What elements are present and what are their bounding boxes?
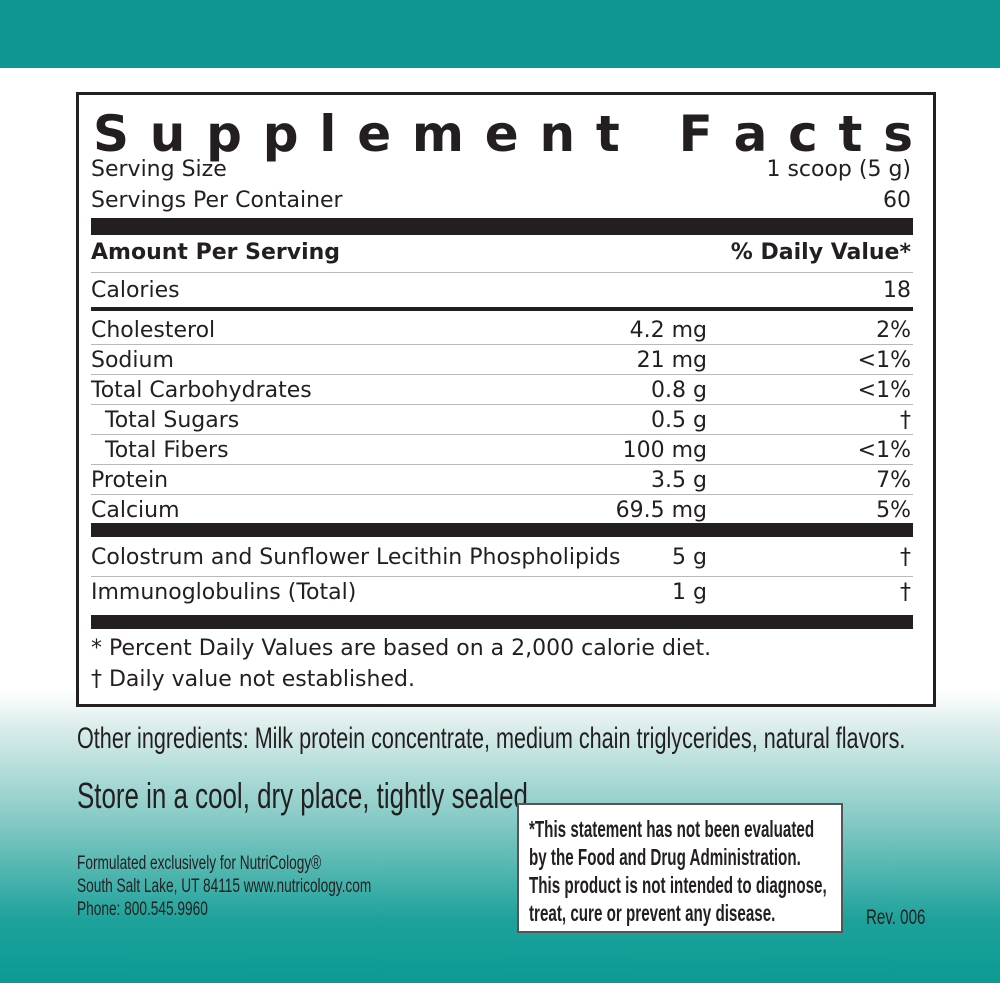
title-letter: S bbox=[93, 105, 130, 163]
other-ingredients: Other ingredients: Milk protein concentr… bbox=[77, 722, 906, 755]
nutrient-name: Immunoglobulins (Total) bbox=[91, 580, 357, 605]
nutrient-daily-value: <1% bbox=[857, 348, 911, 373]
title-letter: t bbox=[838, 105, 863, 163]
title-letter: t bbox=[595, 105, 620, 163]
fda-line: This product is not intended to diagnose… bbox=[529, 872, 827, 898]
divider bbox=[91, 494, 913, 495]
title-letter: p bbox=[262, 105, 299, 163]
storage-instructions: Store in a cool, dry place, tightly seal… bbox=[77, 775, 536, 816]
nutrient-name: Colostrum and Sunflower Lecithin Phospho… bbox=[91, 545, 621, 570]
nutrient-daily-value: † bbox=[900, 580, 911, 605]
nutrient-daily-value: † bbox=[900, 408, 911, 433]
nutrient-daily-value: <1% bbox=[857, 438, 911, 463]
manufacturer-phone: Phone: 800.545.9960 bbox=[77, 899, 208, 920]
fda-line: treat, cure or prevent any disease. bbox=[529, 900, 776, 926]
divider bbox=[91, 272, 913, 273]
nutrient-name: Total Carbohydrates bbox=[91, 378, 312, 403]
revision-number: Rev. 006 bbox=[866, 906, 926, 929]
nutrient-name: Total Fibers bbox=[105, 438, 229, 463]
calories-value: 18 bbox=[883, 278, 911, 303]
divider-thick bbox=[91, 523, 913, 537]
title-letter: u bbox=[149, 105, 186, 163]
manufacturer-line: Formulated exclusively for NutriCology® bbox=[77, 853, 322, 874]
title-letter bbox=[640, 107, 657, 161]
nutrient-amount: 0.5 g bbox=[651, 408, 707, 433]
nutrient-name: Calcium bbox=[91, 498, 180, 523]
nutrient-daily-value: <1% bbox=[857, 378, 911, 403]
nutrient-amount: 0.8 g bbox=[651, 378, 707, 403]
servings-label: Servings Per Container bbox=[91, 188, 343, 213]
nutrient-amount: 21 mg bbox=[636, 348, 707, 373]
nutrient-name: Cholesterol bbox=[91, 318, 216, 343]
nutrient-amount: 5 g bbox=[672, 545, 707, 570]
title-letter: c bbox=[788, 105, 818, 163]
title-letter: F bbox=[678, 105, 713, 163]
manufacturer-address: South Salt Lake, UT 84115 www.nutricolog… bbox=[77, 876, 372, 897]
title-letter: e bbox=[484, 105, 519, 163]
divider-thick bbox=[91, 615, 913, 629]
title-letter: e bbox=[357, 105, 392, 163]
nutrient-daily-value: 5% bbox=[876, 498, 911, 523]
nutrient-amount: 100 mg bbox=[622, 438, 707, 463]
nutrient-amount: 3.5 g bbox=[651, 468, 707, 493]
serving-size-value: 1 scoop (5 g) bbox=[766, 157, 911, 182]
servings-value: 60 bbox=[883, 188, 911, 213]
nutrient-amount: 69.5 mg bbox=[615, 498, 707, 523]
title-letter: l bbox=[319, 105, 337, 163]
title-letter: a bbox=[733, 105, 768, 163]
divider bbox=[91, 576, 913, 577]
footnote-dagger: † Daily value not established. bbox=[91, 667, 415, 692]
divider bbox=[91, 344, 913, 345]
title-letter: m bbox=[411, 105, 464, 163]
nutrient-name: Total Sugars bbox=[105, 408, 240, 433]
footnote-daily-values: * Percent Daily Values are based on a 2,… bbox=[91, 636, 712, 661]
nutrient-amount: 1 g bbox=[672, 580, 707, 605]
fda-disclaimer-box: *This statement has not been evaluated b… bbox=[517, 803, 843, 933]
serving-size-label: Serving Size bbox=[91, 157, 227, 182]
amount-header: Amount Per Serving bbox=[91, 240, 341, 265]
fda-line: by the Food and Drug Administration. bbox=[529, 844, 801, 870]
nutrient-name: Protein bbox=[91, 468, 169, 493]
nutrient-name: Sodium bbox=[91, 348, 174, 373]
divider bbox=[91, 464, 913, 465]
nutrient-daily-value: † bbox=[900, 545, 911, 570]
nutrient-daily-value: 2% bbox=[876, 318, 911, 343]
fda-line: *This statement has not been evaluated bbox=[529, 816, 815, 842]
calories-label: Calories bbox=[91, 278, 180, 303]
divider-thick bbox=[91, 218, 913, 235]
title-letter: p bbox=[206, 105, 242, 163]
divider-medium bbox=[91, 307, 913, 311]
title-letter: n bbox=[539, 105, 576, 163]
dv-header: % Daily Value* bbox=[730, 240, 911, 265]
divider bbox=[91, 434, 913, 435]
divider bbox=[91, 374, 913, 375]
manufacturer-info: Formulated exclusively for NutriCology® … bbox=[77, 852, 371, 921]
divider bbox=[91, 404, 913, 405]
nutrient-daily-value: 7% bbox=[876, 468, 911, 493]
nutrient-amount: 4.2 mg bbox=[629, 318, 707, 343]
title-letter: s bbox=[883, 105, 913, 163]
